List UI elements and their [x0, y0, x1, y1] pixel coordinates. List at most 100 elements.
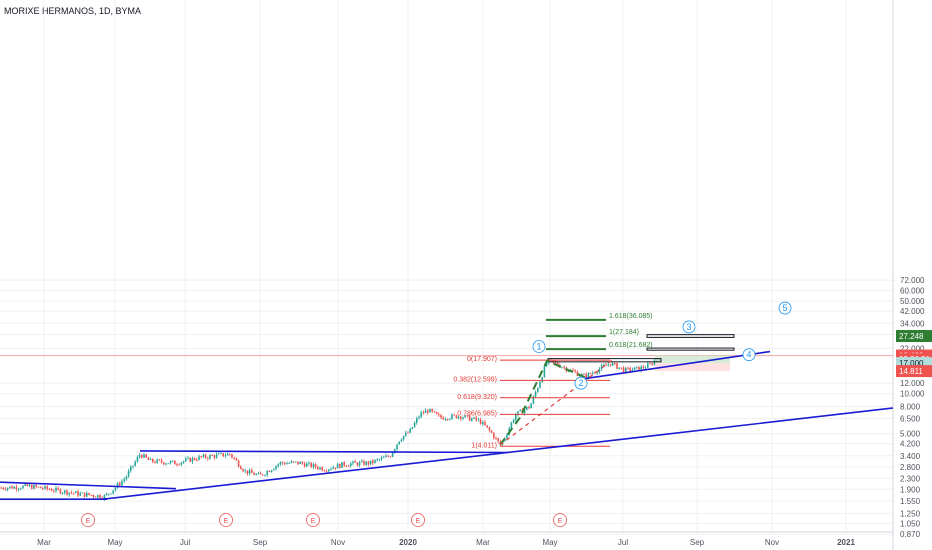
candle-body: [640, 366, 642, 371]
candle-body: [136, 457, 139, 462]
candle-body: [303, 463, 306, 467]
candle-body: [200, 456, 202, 458]
candle-body: [631, 369, 634, 372]
y-tick-label: 34.000: [900, 319, 925, 328]
candle-body: [61, 492, 64, 494]
candle-body: [114, 487, 117, 491]
y-tick-label: 1.900: [900, 485, 921, 494]
candle-body: [321, 467, 323, 471]
candle-body: [178, 464, 180, 466]
candle-body: [169, 461, 172, 464]
candle-body: [473, 417, 475, 419]
candle-body: [182, 461, 185, 463]
earnings-marker: [306, 513, 320, 527]
candle-body: [354, 461, 356, 463]
candle-body: [539, 382, 541, 388]
candle-body: [352, 461, 354, 464]
candle-body: [374, 459, 376, 463]
candle-body: [376, 459, 378, 461]
price-label-text: 14.811: [899, 367, 923, 376]
candle-body: [418, 416, 420, 419]
wave-label-circle: [742, 348, 756, 362]
candle-body: [451, 414, 453, 419]
candle-body: [141, 455, 143, 458]
wave-label-circle: [532, 340, 546, 353]
candle-body: [83, 492, 86, 497]
candle-body: [413, 422, 416, 428]
candle-body: [257, 473, 260, 474]
candle-body: [17, 488, 20, 490]
candle-body: [204, 454, 207, 458]
candle-body: [215, 454, 218, 458]
candle-body: [50, 489, 53, 491]
earnings-marker-label: E: [224, 518, 229, 525]
candle-body: [251, 470, 253, 473]
candle-body: [64, 490, 66, 493]
candle-body: [350, 463, 352, 466]
candle-body: [587, 372, 590, 378]
candle-body: [330, 468, 332, 470]
candle-body: [651, 363, 653, 365]
candle-body: [211, 455, 213, 456]
trendline-horizontal-resistance: [139, 450, 509, 454]
candle-body: [490, 430, 493, 433]
candle-body: [444, 419, 447, 420]
candle-body: [44, 486, 46, 489]
candle-body: [422, 412, 425, 414]
candle-body: [552, 360, 554, 362]
candle-body: [224, 455, 227, 457]
candle-body: [581, 373, 583, 376]
wave-green-dashed: [499, 359, 586, 446]
candle-body: [26, 484, 29, 487]
candle-body: [288, 462, 290, 464]
candle-body: [537, 387, 539, 392]
candle-body: [22, 485, 24, 489]
candle-body: [367, 461, 370, 465]
candle-body: [2, 487, 4, 489]
candle-body: [187, 457, 189, 459]
y-tick-label: 2.800: [900, 463, 921, 472]
fib-ext-label: 1(27.184): [609, 329, 639, 336]
x-tick-label: Nov: [331, 538, 345, 547]
candle-body: [53, 490, 55, 492]
candle-body: [284, 463, 286, 465]
candle-body: [68, 492, 70, 495]
candle-body: [145, 454, 147, 458]
candle-body: [385, 455, 387, 458]
candle-body: [583, 373, 585, 375]
candle-body: [532, 396, 535, 404]
y-tick-label: 50.000: [900, 297, 925, 306]
candle-body: [11, 486, 13, 489]
candle-body: [116, 483, 119, 488]
candle-body: [218, 453, 220, 455]
fib-ext-label: 0.618(21.682): [609, 342, 653, 349]
candle-body: [585, 374, 587, 378]
price-label-box: [896, 365, 932, 378]
candle-body: [308, 462, 310, 464]
candle-body: [253, 472, 255, 475]
wave-label-circle: [778, 301, 792, 315]
candle-body: [279, 462, 282, 465]
candle-body: [33, 484, 35, 489]
candle-body: [28, 484, 31, 487]
candle-body: [15, 486, 18, 490]
candle-body: [446, 419, 449, 420]
candle-body: [636, 366, 638, 368]
wave-label: 4: [746, 350, 751, 360]
candle-body: [356, 462, 359, 466]
candle-body: [383, 457, 385, 458]
candle-body: [629, 367, 631, 372]
candle-body: [163, 462, 165, 465]
candle-body: [479, 419, 482, 424]
candle-body: [482, 421, 484, 424]
candle-body: [310, 462, 312, 468]
candle-body: [442, 417, 444, 420]
candle-body: [328, 469, 330, 472]
y-tick-label: 72.000: [900, 276, 925, 285]
candle-body: [380, 457, 383, 460]
candle-body: [220, 453, 222, 454]
candle-body: [31, 484, 33, 489]
candle-body: [42, 488, 44, 489]
candle-body: [75, 491, 77, 494]
